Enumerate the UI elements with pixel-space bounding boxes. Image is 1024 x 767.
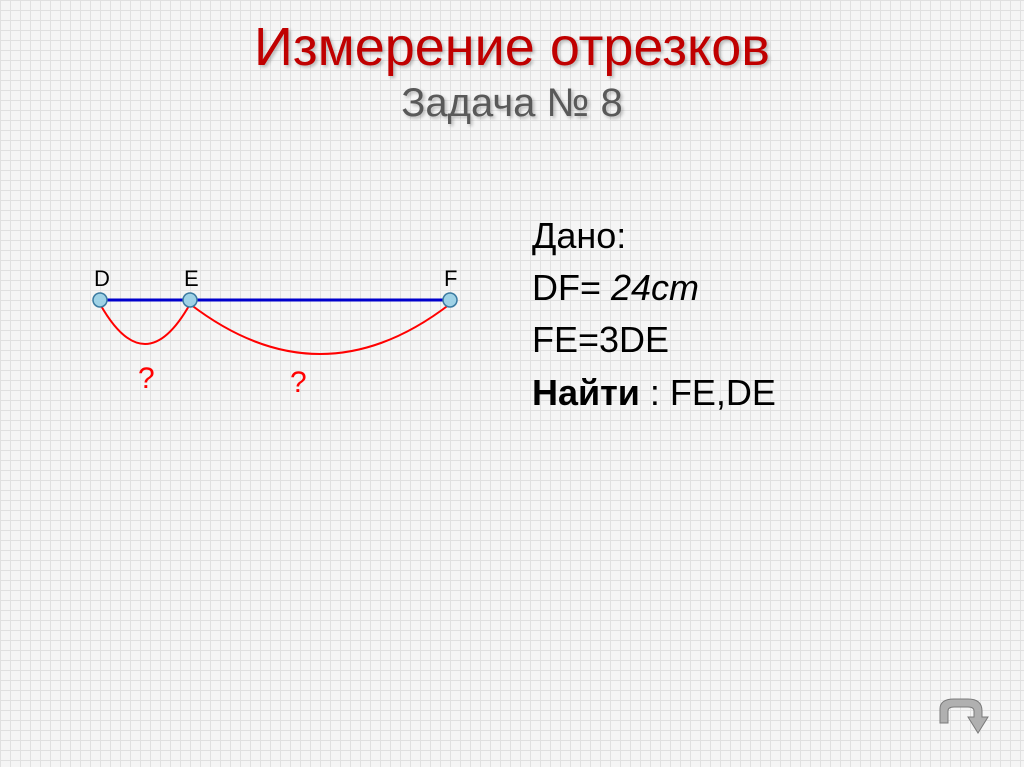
title-block: Измерение отрезков Задача № 8 — [0, 18, 1024, 126]
diagram-svg: ?? D E F — [70, 260, 490, 460]
point-label-F: F — [444, 266, 457, 291]
find-label: Найти — [532, 372, 640, 413]
find-rest: : FE,DE — [640, 372, 776, 413]
df-label: DF= — [532, 267, 611, 308]
arc-EF — [190, 304, 450, 354]
given-label: Дано: — [532, 210, 776, 262]
segment-diagram: ?? D E F — [70, 260, 490, 460]
question-mark-2: ? — [290, 366, 307, 399]
given-line-1: DF= 24cm — [532, 262, 776, 314]
u-turn-icon — [932, 693, 990, 739]
given-line-2: FE=3DE — [532, 314, 776, 366]
title-main: Измерение отрезков — [0, 18, 1024, 77]
point-F — [443, 293, 457, 307]
point-label-E: E — [184, 266, 199, 291]
problem-text: Дано: DF= 24cm FE=3DE Найти : FE,DE — [532, 210, 776, 419]
title-subtitle: Задача № 8 — [0, 81, 1024, 126]
point-label-D: D — [94, 266, 110, 291]
point-E — [183, 293, 197, 307]
find-line: Найти : FE,DE — [532, 367, 776, 419]
df-value: 24cm — [611, 267, 699, 308]
return-button[interactable] — [932, 693, 990, 739]
point-D — [93, 293, 107, 307]
question-mark-1: ? — [138, 362, 155, 395]
arc-DE — [100, 304, 190, 344]
